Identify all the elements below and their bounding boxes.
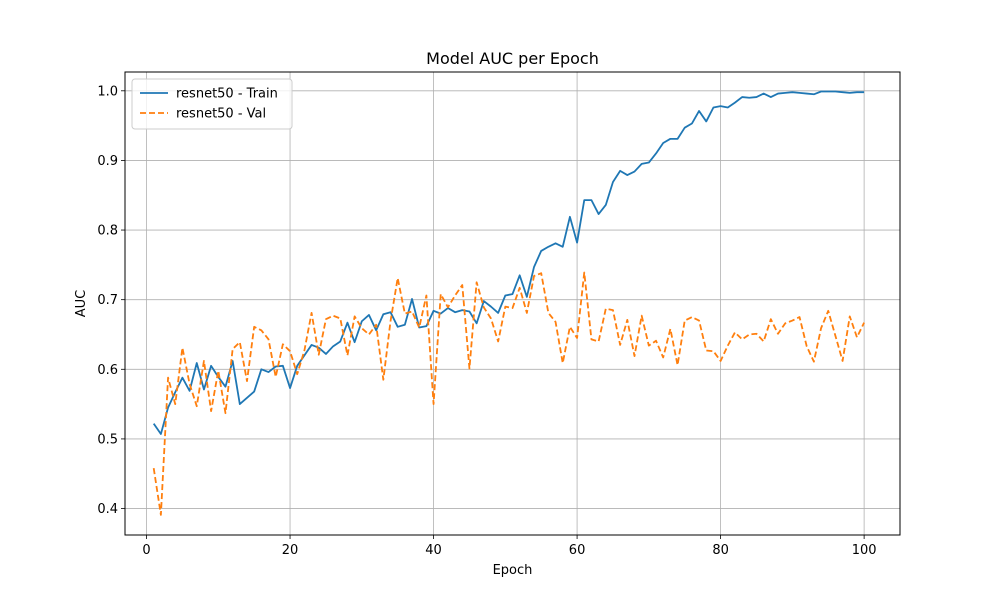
legend-label: resnet50 - Val: [176, 107, 266, 122]
y-axis-label: AUC: [74, 290, 89, 318]
x-tick-label: 0: [142, 543, 150, 558]
chart-title: Model AUC per Epoch: [426, 49, 599, 68]
x-axis-label: Epoch: [493, 563, 533, 578]
grid: [125, 72, 900, 535]
series-layer: [152, 90, 865, 516]
series-line-train: [152, 90, 865, 435]
series-line-val: [152, 271, 865, 516]
y-tick-label: 0.7: [97, 293, 118, 308]
y-tick-label: 0.5: [97, 432, 118, 447]
y-tick-label: 0.6: [97, 363, 118, 378]
x-tick-label: 40: [425, 543, 442, 558]
legend-box: [131, 78, 293, 130]
legend: resnet50 - Train resnet50 - Val: [131, 78, 293, 130]
legend-label: resnet50 - Train: [176, 87, 278, 102]
x-tick-label: 80: [712, 543, 729, 558]
y-tick-label: 0.8: [97, 224, 118, 239]
y-tick-label: 1.0: [97, 84, 118, 99]
y-axis: 0.4 0.5 0.6 0.7 0.8 0.9 1.0: [97, 84, 125, 517]
x-axis: 0 20 40 60 80 100: [142, 535, 877, 558]
x-tick-label: 100: [852, 543, 877, 558]
y-tick-label: 0.4: [97, 502, 118, 517]
x-tick-label: 20: [282, 543, 299, 558]
y-tick-label: 0.9: [97, 154, 118, 169]
plot-frame: [124, 71, 901, 536]
x-tick-label: 60: [569, 543, 586, 558]
